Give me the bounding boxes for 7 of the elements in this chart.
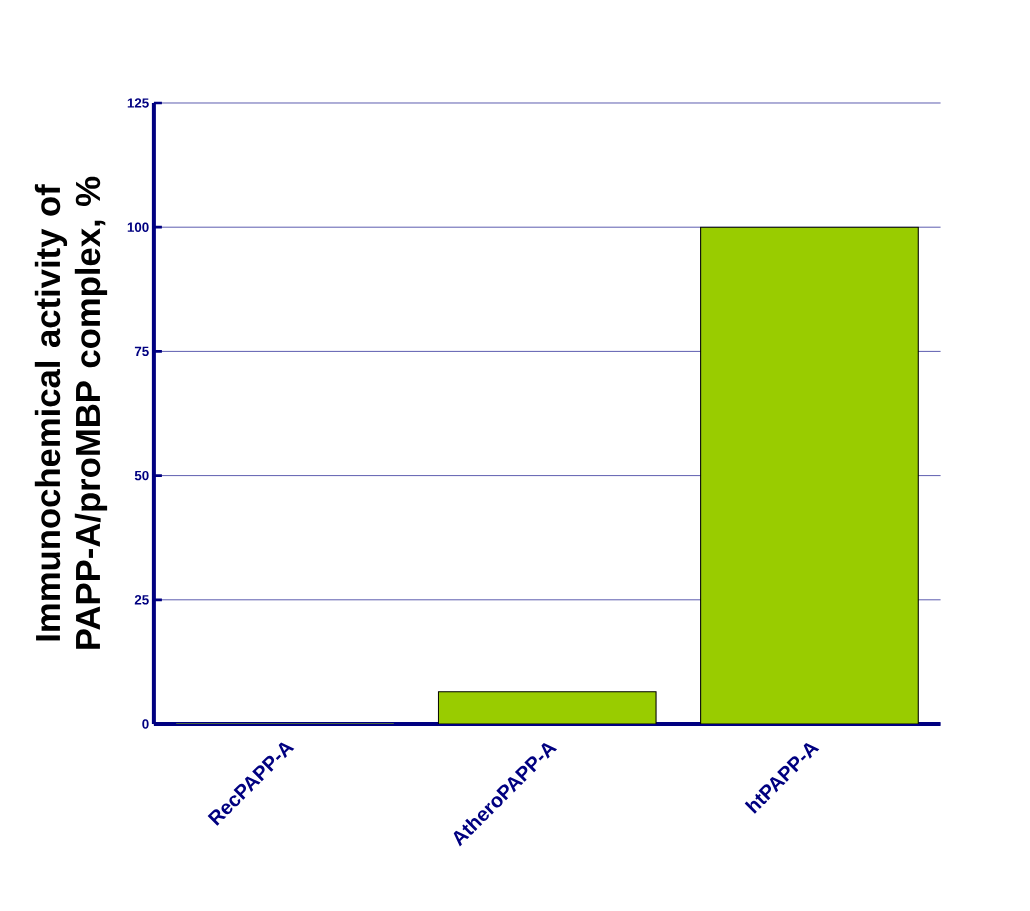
y-tick-label: 75: [134, 346, 149, 357]
y-tick-label: 100: [127, 222, 149, 232]
y-tick-label: 0: [142, 719, 149, 729]
y-tick-label: 50: [134, 470, 149, 481]
y-axis-title: Immunochemical activity of PAPP-A/proMBP complex, %: [34, 176, 108, 649]
y-tick-label: 25: [134, 595, 149, 605]
y-tick-label: 125: [127, 98, 149, 108]
